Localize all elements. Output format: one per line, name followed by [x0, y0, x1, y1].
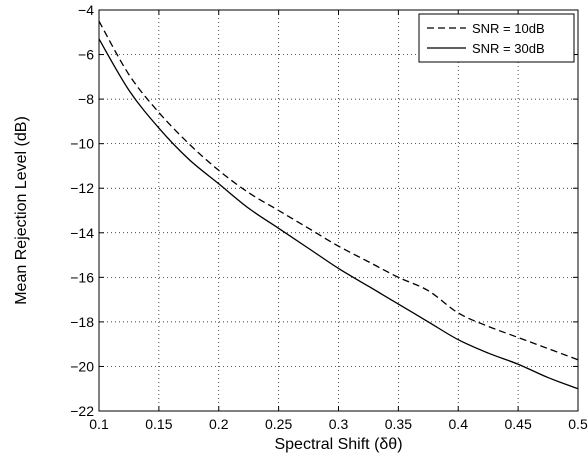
ticks [98, 9, 579, 412]
legend-box [418, 13, 575, 63]
y-tick-label: −4 [78, 2, 94, 18]
y-tick-label: −8 [78, 91, 94, 107]
x-tick-label: 0.35 [385, 416, 412, 432]
y-tick-label: −10 [70, 136, 94, 152]
y-tick-label: −14 [70, 225, 94, 241]
x-tick-label: 0.2 [209, 416, 229, 432]
legend: SNR = 10dB SNR = 30dB [418, 13, 575, 63]
x-axis-label: Spectral Shift (δθ) [274, 436, 402, 453]
series-line-snr-10db [98, 20, 579, 361]
y-tick-label: −6 [78, 47, 94, 63]
x-tick-labels: 0.1 0.15 0.2 0.25 0.3 0.35 0.4 0.45 0.5 [89, 416, 588, 432]
x-tick-label: 0.3 [329, 416, 349, 432]
x-tick-label: 0.15 [145, 416, 172, 432]
series-lines [98, 20, 579, 390]
y-tick-label: −20 [70, 358, 94, 374]
y-tick-labels: −4 −6 −8 −10 −12 −14 −16 −18 −20 −22 [70, 2, 94, 419]
y-tick-label: −16 [70, 269, 94, 285]
y-tick-label: −12 [70, 180, 94, 196]
series-line-snr-30db [98, 38, 579, 390]
x-tick-label: 0.25 [265, 416, 292, 432]
x-tick-label: 0.4 [449, 416, 469, 432]
x-tick-label: 0.5 [568, 416, 588, 432]
legend-label-snr-30db: SNR = 30dB [472, 41, 545, 56]
y-tick-label: −18 [70, 314, 94, 330]
legend-label-snr-10db: SNR = 10dB [472, 21, 545, 36]
x-tick-label: 0.45 [505, 416, 532, 432]
y-axis-label: Mean Rejection Level (dB) [13, 116, 30, 305]
x-tick-label: 0.1 [89, 416, 109, 432]
y-tick-label: −22 [70, 403, 94, 419]
